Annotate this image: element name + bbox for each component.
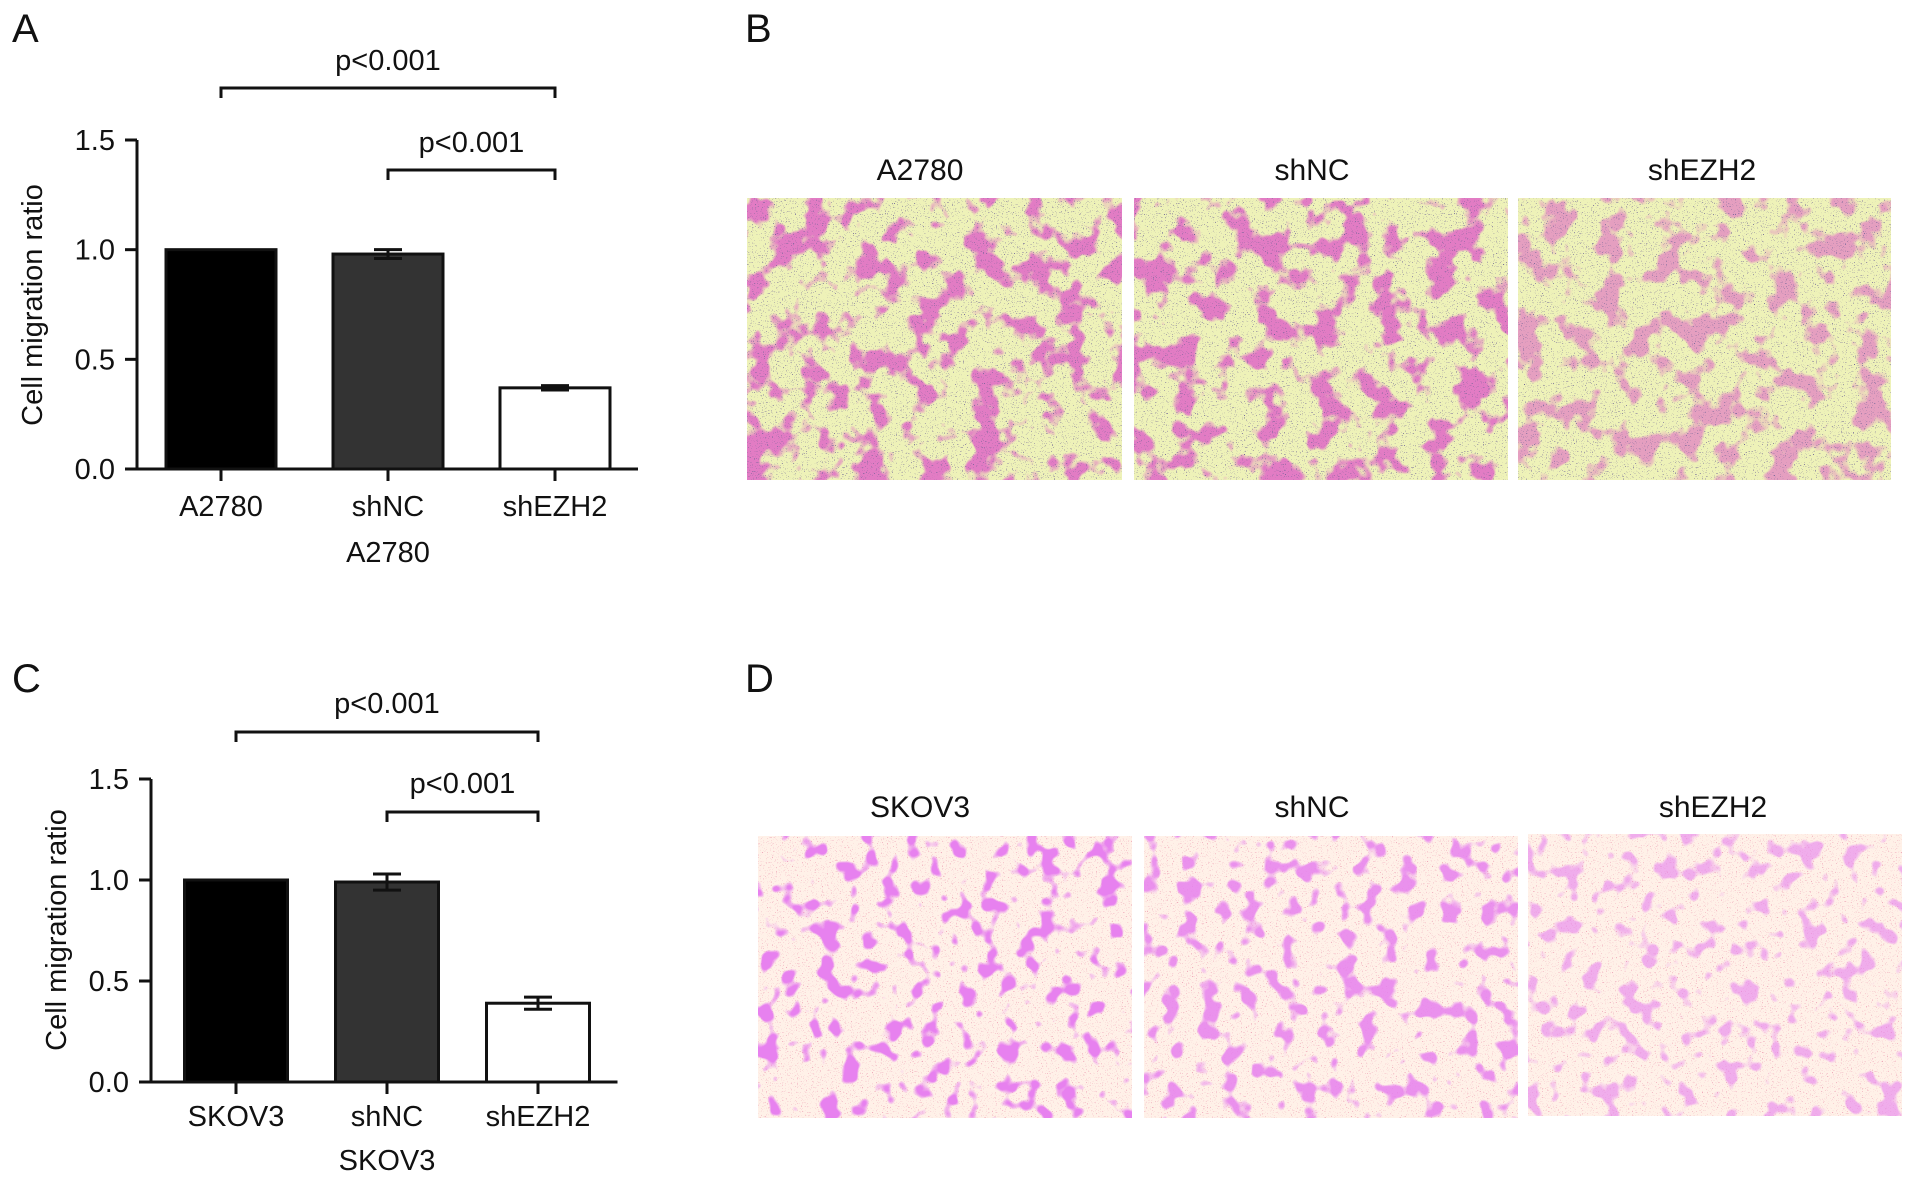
image-label-d1: SKOV3	[870, 791, 970, 824]
chart-c-category-label: SKOV3	[188, 1101, 285, 1133]
chart-a-y-tick-label: 1.5	[75, 125, 115, 157]
micrograph-shnc-a2780	[1134, 198, 1508, 480]
image-label-d2: shNC	[1274, 791, 1349, 824]
panel-letter-d: D	[745, 657, 774, 701]
chart-a: 0.0 0.5 1.0 1.5 Cell migration ratio A2780 shN…	[17, 45, 638, 569]
micrograph-skov3	[758, 836, 1132, 1118]
image-label-b3: shEZH2	[1648, 154, 1756, 187]
micrograph-shnc-skov3	[1144, 836, 1518, 1118]
micrograph-shezh2-skov3	[1528, 834, 1902, 1116]
chart-a-y-tick-label: 1.0	[75, 235, 115, 267]
chart-a-significance-bracket	[219, 86, 557, 98]
chart-a-significance-label: p<0.001	[335, 45, 441, 77]
chart-a-significance-bracket	[386, 168, 557, 180]
chart-c-significance-label: p<0.001	[334, 688, 440, 720]
chart-a-y-axis-label: Cell migration ratio	[17, 184, 49, 426]
chart-c-y-tick-label: 0.5	[89, 966, 129, 998]
panel-letter-c: C	[12, 657, 41, 701]
chart-c-significance-label: p<0.001	[410, 768, 516, 800]
chart-c-bar	[334, 880, 440, 1084]
image-label-d3: shEZH2	[1659, 791, 1767, 824]
chart-c-y-tick-label: 1.5	[89, 764, 129, 796]
chart-a-group-label: A2780	[346, 537, 430, 569]
chart-a-y-tick-label: 0.0	[75, 454, 115, 486]
chart-a-y-tick-label: 0.5	[75, 344, 115, 376]
chart-c-y-axis-label: Cell migration ratio	[41, 809, 73, 1051]
chart-c: 0.0 0.5 1.0 1.5 Cell migration ratio SKOV3 shN…	[41, 688, 618, 1177]
chart-c-bar	[485, 1001, 591, 1084]
micrograph-a2780	[747, 198, 1122, 480]
chart-a-bar	[331, 252, 445, 471]
chart-a-bar	[498, 386, 612, 471]
chart-c-group-label: SKOV3	[339, 1145, 436, 1177]
image-label-b1: A2780	[877, 154, 964, 187]
chart-c-y-tick-label: 1.0	[89, 865, 129, 897]
chart-a-significance-label: p<0.001	[419, 127, 525, 159]
chart-a-category-label: A2780	[179, 491, 263, 523]
chart-a-category-label: shEZH2	[503, 491, 608, 523]
chart-a-category-label: shNC	[352, 491, 425, 523]
chart-c-significance-bracket	[234, 730, 540, 742]
chart-c-significance-bracket	[385, 810, 540, 822]
chart-c-category-label: shNC	[351, 1101, 424, 1133]
chart-c-bar	[183, 878, 289, 1084]
chart-a-bar	[164, 248, 278, 471]
panel-letter-b: B	[745, 7, 772, 51]
panel-letter-a: A	[12, 7, 39, 51]
chart-c-category-label: shEZH2	[486, 1101, 591, 1133]
chart-c-y-tick-label: 0.0	[89, 1067, 129, 1099]
image-label-b2: shNC	[1274, 154, 1349, 187]
micrograph-shezh2-a2780	[1518, 198, 1891, 480]
